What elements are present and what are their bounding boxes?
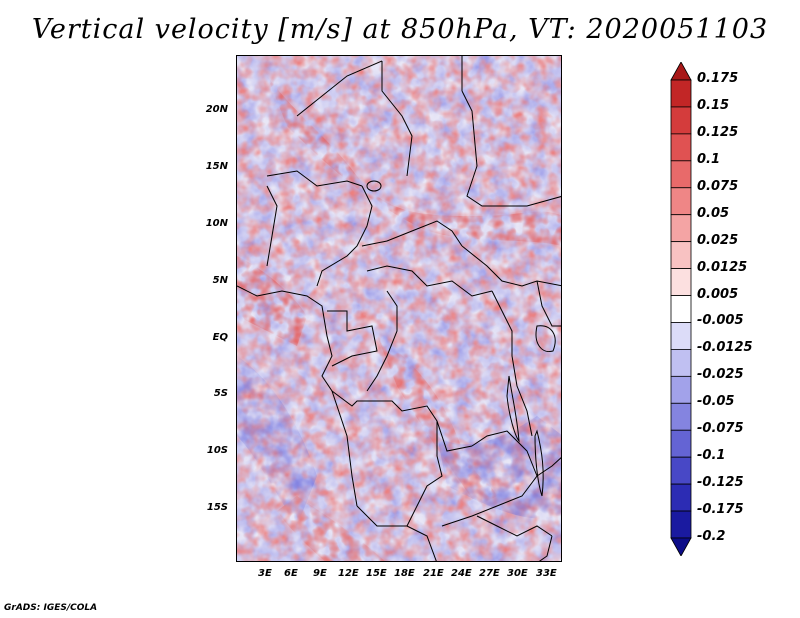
border-south-sudan <box>461 245 561 287</box>
lon-label-6e: 6E <box>284 568 298 579</box>
lake-chad <box>366 180 382 192</box>
colorbar-swatch <box>670 402 692 431</box>
border-libya-chad <box>296 60 383 117</box>
colorbar-swatch <box>670 322 692 350</box>
colorbar-swatch <box>670 429 692 458</box>
lon-label-15e: 15E <box>366 568 387 579</box>
colorbar-swatch <box>670 295 692 323</box>
colorbar-label: -0.005 <box>697 313 744 329</box>
colorbar-label: 0.05 <box>697 205 730 221</box>
colorbar-swatch <box>670 268 692 296</box>
colorbar-swatch <box>670 483 692 512</box>
colorbar-label: 0.15 <box>697 97 730 113</box>
border-nigeria-cameroon <box>316 185 373 287</box>
border-benin <box>266 185 278 267</box>
blue-band-west <box>237 356 317 526</box>
colorbar-label: 0.0125 <box>697 259 748 275</box>
border-mozambique <box>536 457 561 561</box>
colorbar-label: 0.125 <box>697 124 739 140</box>
lon-label-12e: 12E <box>338 568 359 579</box>
lat-label-10s: 10S <box>206 445 228 456</box>
border-namibia <box>356 505 437 561</box>
colorbar-bottom-arrow <box>670 537 692 556</box>
lake-tanganyika <box>506 375 520 443</box>
colorbar-label: -0.125 <box>697 475 744 491</box>
lon-label-21e: 21E <box>423 568 444 579</box>
colorbar-label: 0.005 <box>697 286 739 302</box>
lon-label-27e: 27E <box>479 568 500 579</box>
red-band-south <box>277 496 385 561</box>
colorbar-swatch <box>670 456 692 485</box>
lakes <box>366 180 556 497</box>
lat-label-20n: 20N <box>205 104 228 115</box>
colorbar-swatch <box>670 214 692 243</box>
colorbar-swatch <box>670 133 692 162</box>
colorbar-label: -0.05 <box>697 394 735 410</box>
colorbar-swatch <box>670 510 692 539</box>
lat-label-5n: 5N <box>212 275 228 286</box>
border-gabon <box>327 310 378 367</box>
border-niger-nigeria <box>266 170 363 187</box>
colorbar-label: -0.025 <box>697 367 744 383</box>
colorbar-label: 0.025 <box>697 232 739 248</box>
lat-label-15n: 15N <box>205 161 228 172</box>
colorbar-label: -0.0125 <box>697 340 753 356</box>
chart-title: Vertical velocity [m/s] at 850hPa, VT: 2… <box>31 14 769 45</box>
map-panel <box>236 55 562 562</box>
red-band-north <box>267 76 561 246</box>
colorbar-label: -0.075 <box>697 421 744 437</box>
field-bands <box>237 76 561 561</box>
border-angola-drc <box>331 390 473 452</box>
border-angola-zambia <box>406 421 443 527</box>
lat-label-10n: 10N <box>205 218 228 229</box>
colorbar-label: 0.075 <box>697 178 739 194</box>
lake-malawi <box>534 429 544 497</box>
colorbar-swatch <box>670 160 692 189</box>
border-zimbabwe <box>476 515 553 537</box>
lon-label-24e: 24E <box>451 568 472 579</box>
red-band-west <box>237 256 307 346</box>
colorbar-label: 0.1 <box>697 151 721 167</box>
footer-credit: GrADS: IGES/COLA <box>4 603 98 613</box>
colorbar-swatch <box>670 79 692 108</box>
colorbar-swatch <box>670 241 692 269</box>
border-sudan <box>461 56 561 207</box>
colorbar-top-arrow <box>670 62 692 81</box>
lon-label-33e: 33E <box>536 568 557 579</box>
colorbar-label: -0.2 <box>697 529 726 544</box>
border-uganda-kenya <box>536 280 561 327</box>
colorbar-swatch <box>670 106 692 135</box>
colorbar-label: 0.175 <box>697 71 739 86</box>
blue-band-south-east <box>437 416 561 519</box>
lon-label-30e: 30E <box>507 568 528 579</box>
lon-label-9e: 9E <box>313 568 327 579</box>
border-chad-car <box>361 220 463 247</box>
colorbar-swatch <box>670 375 692 404</box>
colorbar-swatch <box>670 187 692 216</box>
colorbar-label: -0.1 <box>697 448 726 464</box>
country-borders <box>237 56 561 561</box>
lon-label-3e: 3E <box>258 568 272 579</box>
lat-label-eq: EQ <box>212 332 228 343</box>
lake-victoria <box>535 325 556 353</box>
colorbar-label: -0.175 <box>697 502 744 518</box>
coastline-west <box>237 285 358 507</box>
lon-label-18e: 18E <box>394 568 415 579</box>
border-car-south <box>366 265 493 297</box>
border-chad-east <box>381 61 413 177</box>
lat-label-5s: 5S <box>213 388 228 399</box>
colorbar <box>670 62 692 556</box>
border-drc-east <box>491 290 533 437</box>
border-congo-drc <box>366 290 398 392</box>
lat-label-15s: 15S <box>206 502 228 513</box>
colorbar-swatch <box>670 349 692 377</box>
